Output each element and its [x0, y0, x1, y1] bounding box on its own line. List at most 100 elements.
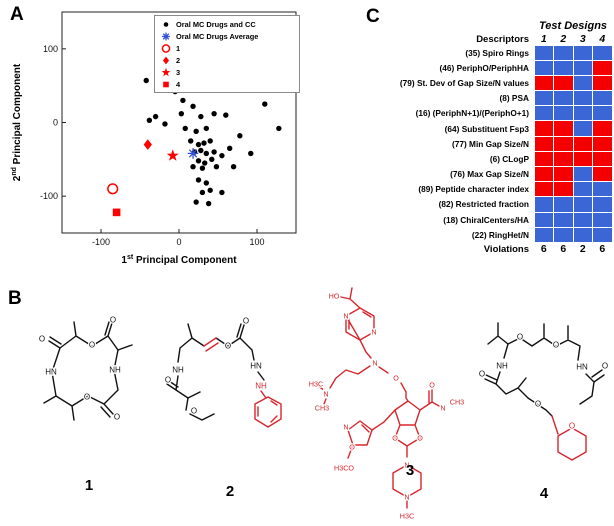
heatmap-cell [554, 45, 573, 60]
heatmap-cell [554, 151, 573, 166]
scatter-point [195, 177, 202, 183]
heatmap-cell [593, 151, 612, 166]
scatter-point [143, 77, 149, 84]
atom-label: N [440, 404, 445, 413]
structure-3: HO N N N H3C N CH3 O O N CH3 O O N O H3CO N N H3C 3 [308, 286, 468, 526]
atom-label: O [517, 333, 523, 342]
scatter-point [193, 199, 199, 205]
descriptor-label: (76) Max Gap Size/N [450, 169, 529, 180]
scatter-point [213, 164, 220, 170]
scatter-point [237, 133, 243, 139]
violations-header: Violations [483, 243, 529, 255]
heatmap-cell [554, 75, 573, 91]
descriptor-label: (18) ChiralCenters/HA [443, 214, 529, 225]
x-tick-label: -100 [92, 237, 110, 247]
legend-item: Oral MC Drugs and CC [159, 19, 295, 30]
heatmap-row: (46) PeriphO/PeriphHA [368, 60, 612, 75]
violations-count: 2 [579, 243, 586, 256]
scatter-point [199, 189, 206, 196]
asterisk-icon [162, 32, 170, 41]
heatmap-cell [534, 45, 553, 60]
heatmap-row: (82) Restricted fraction [368, 197, 612, 212]
heatmap-cell [573, 60, 592, 75]
heatmap-cell [573, 121, 592, 136]
heatmap-cell [573, 45, 592, 60]
scatter-point [198, 147, 204, 154]
scatter-point [190, 164, 196, 170]
legend-label: 4 [176, 80, 181, 89]
structure-2: O O HN NH O O NH 2 [160, 310, 300, 500]
heatmap-cell [573, 91, 592, 106]
scatter-point [188, 149, 198, 158]
atom-label: CH3 [315, 404, 329, 413]
heatmap-cell [554, 60, 573, 75]
atom-label: O [225, 342, 231, 351]
scatter-point [162, 121, 168, 127]
scatter-point [211, 110, 217, 117]
atom-label: O [602, 362, 608, 371]
atom-label: O [165, 376, 171, 385]
structure-4-drawing: O O NH HN O O O O [478, 322, 609, 461]
legend-label: 3 [176, 68, 181, 77]
heatmap-cell [534, 182, 553, 197]
heatmap-cell [554, 197, 573, 212]
heatmap-cell [593, 136, 612, 151]
descriptors-header: Descriptors [476, 34, 529, 45]
heatmap-cell [573, 167, 592, 182]
heatmap-cell [573, 197, 592, 212]
heatmap-rows: (35) Spiro Rings (46) PeriphO/PeriphHA (79… [368, 45, 612, 242]
skeleton-bonds-red [317, 287, 440, 509]
pca-scatter-plot: -100 0 100 -100 0 100 1st Principal Component 2… [11, 11, 297, 266]
design-column-number: 1 [540, 33, 547, 45]
atom-label: O [110, 316, 116, 325]
compound-number: 2 [225, 483, 235, 500]
diamond-icon [162, 56, 170, 65]
descriptor-label: (82) Restricted fraction [438, 199, 529, 210]
scatter-point [209, 156, 215, 163]
scatter-point [152, 113, 159, 120]
scatter-point [203, 150, 209, 157]
x-tick-label: 100 [249, 237, 264, 247]
descriptor-label: (35) Spiro Rings [465, 47, 529, 58]
heatmap-row: (16) (PeriphN+1)/(PeriphO+1) [368, 106, 612, 121]
scatter-point [190, 103, 196, 109]
heatmap-cell [534, 197, 553, 212]
structure-1: O O O NH O O HN 1 [24, 310, 154, 494]
atom-label: O [39, 335, 45, 344]
scatter-point [195, 141, 202, 148]
scatter-point [166, 149, 179, 161]
heatmap-cell [593, 121, 612, 136]
heatmap-cell [593, 212, 612, 227]
scatter-points-layer [107, 63, 282, 217]
scatter-point [211, 149, 217, 155]
heatmap-row: (89) Peptide character index [368, 182, 612, 197]
atom-label: N [404, 461, 409, 470]
atom-label: H3CO [334, 464, 354, 473]
heatmap-cell [534, 121, 553, 136]
heatmap-cell [534, 167, 553, 182]
filled-circle-icon [163, 22, 169, 27]
heatmap-cell [573, 106, 592, 121]
scatter-point [182, 125, 188, 132]
scatter-point [163, 22, 169, 27]
heatmap-cell [534, 136, 553, 151]
scatter-point [248, 150, 254, 157]
heatmap-spacer [368, 20, 534, 32]
scatter-point [230, 164, 237, 170]
atom-label: N [372, 359, 377, 368]
atom-label: CH3 [450, 398, 464, 407]
scatter-point [162, 33, 170, 40]
scatter-point [112, 208, 121, 217]
scatter-legend: Oral MC Drugs and CC Oral MC Drugs Avera… [154, 15, 300, 93]
atom-label: N [343, 312, 348, 321]
panel-a: -100 0 100 -100 0 100 1st Principal Component 2… [2, 0, 342, 282]
skeleton-bonds [43, 321, 133, 421]
heatmap-cell [534, 212, 553, 227]
structure-1-drawing: O O O NH O O HN [38, 314, 133, 423]
heatmap-cell [534, 75, 553, 91]
scatter-point [161, 67, 171, 77]
descriptor-label: (8) PSA [499, 93, 529, 104]
atom-label: H3C [309, 380, 323, 389]
